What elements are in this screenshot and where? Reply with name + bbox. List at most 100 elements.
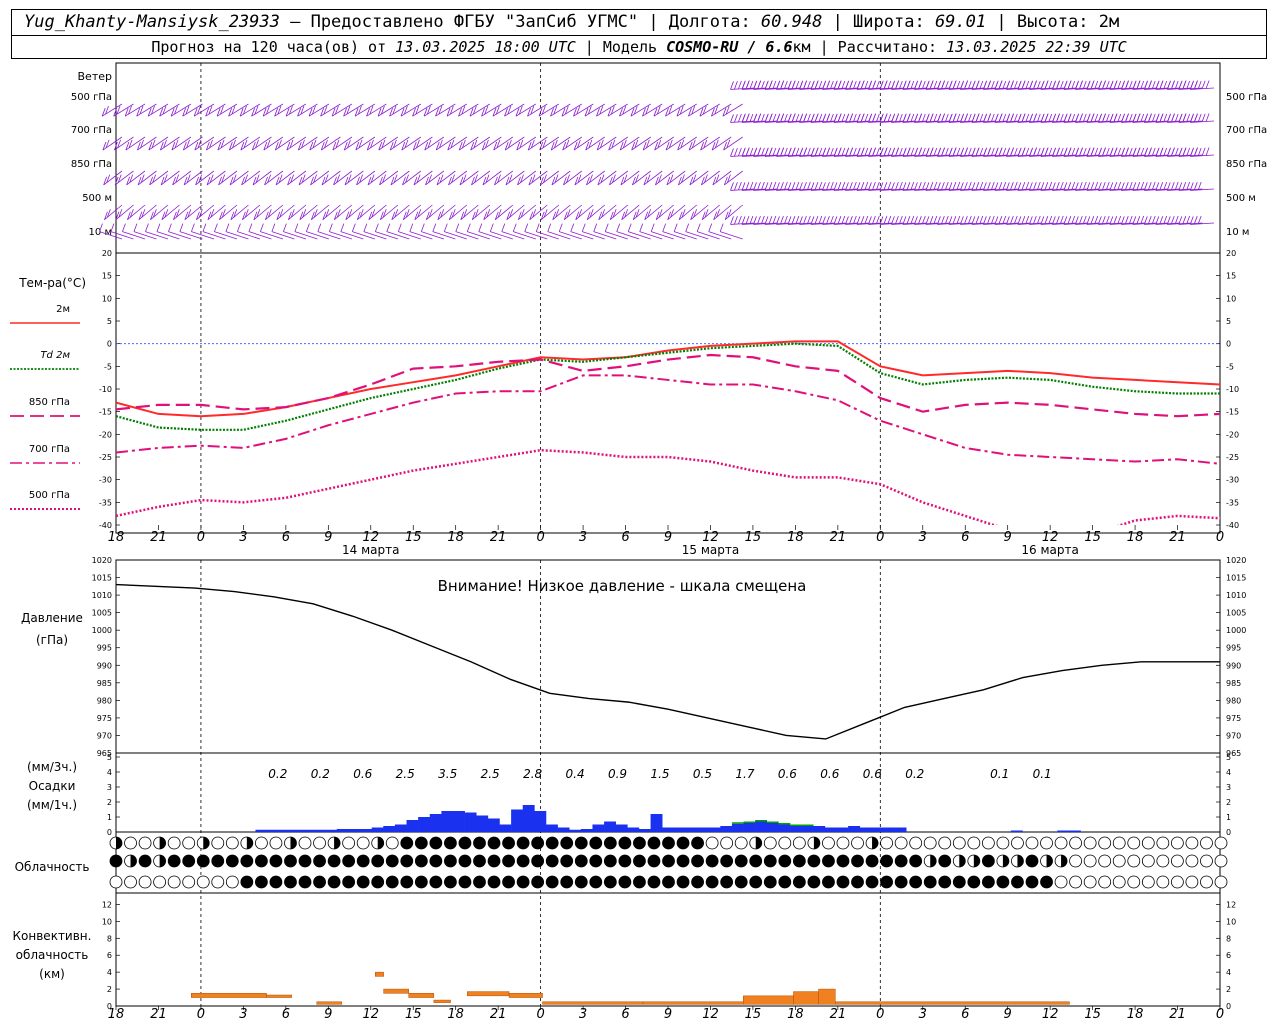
barb-feather [196,211,200,220]
temp-tick-right: -15 [1226,408,1239,417]
wind-barb [483,204,502,221]
wind-barb [262,103,284,117]
barb-staff [352,231,376,240]
barb-feather [466,223,471,232]
wind-level-label-right: 500 м [1226,193,1256,204]
wind-barb [413,170,433,186]
wind-barb [252,170,272,186]
barb-feather [512,223,517,232]
barb-feather [814,148,819,157]
barb-feather [1159,81,1164,90]
barb-feather [818,181,823,191]
cloud-symbol [254,875,268,889]
barb-feather [504,108,508,117]
wind-barb [260,223,284,240]
precip-bar [790,826,802,832]
cloud-symbol [807,854,821,868]
cloud-symbol [865,875,879,889]
wind-barb [1189,215,1215,225]
wind-barb [455,223,479,240]
precip-3h-total: 0.6 [778,767,797,781]
barb-feather [1151,113,1156,123]
barb-feather [554,174,559,183]
cloud-circle [763,854,777,868]
barb-feather [921,113,926,123]
cloud-circle [313,854,326,868]
barb-feather [448,176,452,186]
hour-label: 21 [1169,530,1186,545]
pres-tick-right: 1015 [1226,574,1246,583]
cloud-circle [502,836,515,850]
barb-staff [527,103,548,117]
cloud-circle [254,836,268,850]
barb-feather [225,223,230,232]
cloud-circle [1214,836,1228,850]
barb-feather [998,114,1003,123]
longitude-value: 60.948 [760,12,823,32]
wind-barb [563,204,583,221]
cloud-symbol [400,854,414,868]
barb-feather [576,139,581,149]
barb-feather [864,113,869,123]
barb-feather [483,211,488,220]
temp-tick-left: -15 [99,408,112,417]
barb-feather [1174,147,1179,157]
conv-title: Конвективн. [13,929,92,943]
barb-feather [290,209,295,218]
barb-staff [344,136,364,151]
barb-staff [298,136,318,151]
barb-feather [1105,80,1110,90]
wind-barb [515,103,537,117]
barb-feather [1147,216,1152,225]
cloud-symbol [269,836,283,850]
precip-bar-snow [731,822,744,824]
barb-feather [497,209,502,218]
barb-feather [776,182,780,191]
barb-feather [1059,181,1064,191]
wind-barb [145,223,169,240]
barb-feather [417,209,422,218]
conv-tick-left: 8 [107,934,112,943]
barb-feather [787,216,792,225]
barb-feather [814,114,819,123]
barb-feather [810,114,815,123]
barb-feather [902,81,907,90]
barb-feather [1074,114,1079,123]
pres-tick-left: 1020 [92,556,112,565]
barb-feather [791,216,796,225]
barb-feather [1040,114,1045,123]
barb-feather [550,141,555,151]
barb-feather [320,108,324,117]
barb-feather [917,114,922,123]
cloud-circle [182,836,196,850]
barb-feather [1040,216,1045,225]
cloud-circle [1011,875,1024,889]
barb-feather [471,211,476,220]
barb-staff [492,103,514,117]
barb-feather [393,174,398,183]
barb-feather [635,209,640,218]
wind-barb [194,136,215,151]
barb-feather [757,81,761,90]
cloud-symbol [545,836,559,850]
cloud-symbol [1141,854,1155,868]
prec-tick-left: 4 [107,768,112,777]
cloud-circle [676,854,690,868]
barb-feather [806,113,811,123]
pressure-line [115,583,1220,740]
barb-feather [1201,147,1206,156]
barb-staff [329,231,353,240]
barb-feather [173,211,177,220]
wind-barb [723,136,743,151]
barb-staff [685,231,709,240]
wind-barb [550,103,571,117]
barb-feather [1059,80,1064,90]
wind-barb [527,136,548,151]
cloud-circle [705,836,719,850]
barb-feather [113,108,118,117]
barb-feather [426,106,431,115]
wind-barb [712,170,732,186]
barb-feather [231,106,236,115]
barb-feather [1151,181,1156,191]
